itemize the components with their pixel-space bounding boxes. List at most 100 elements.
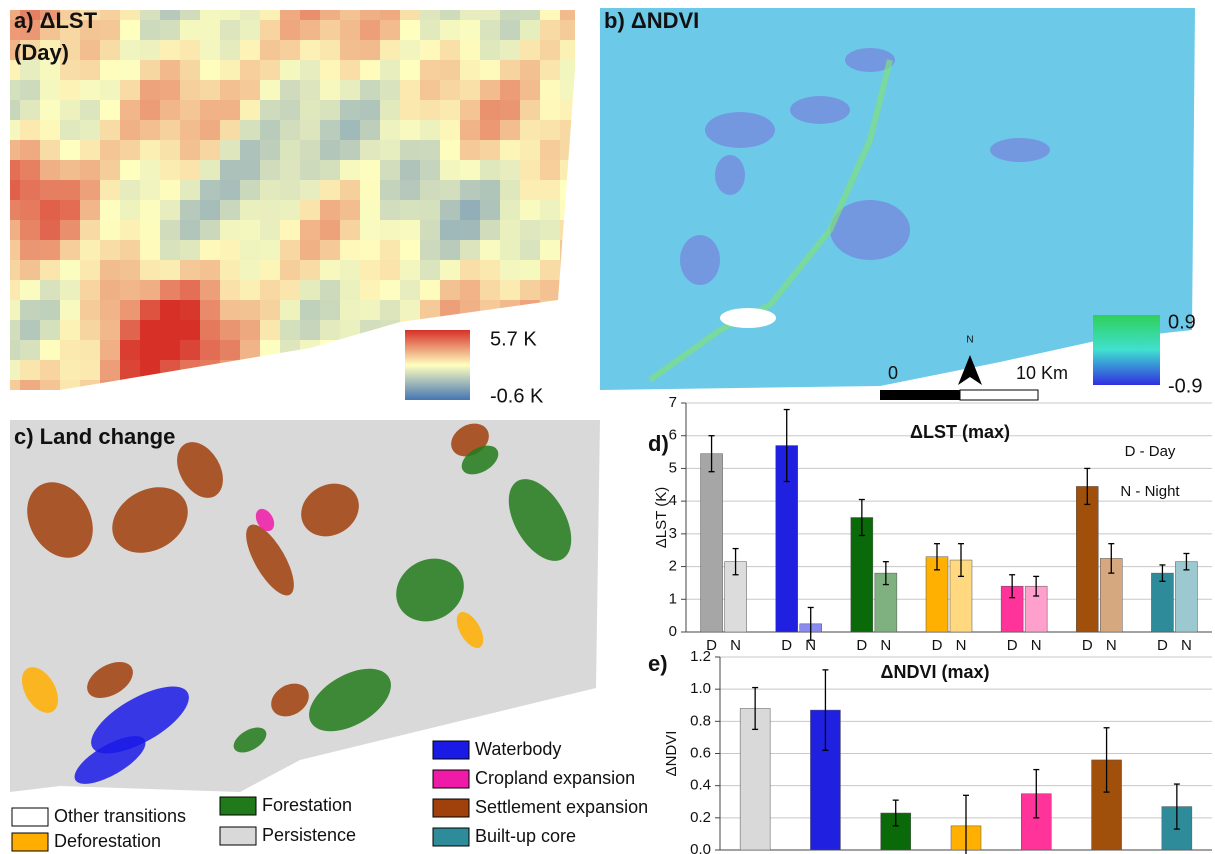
map-cell xyxy=(500,100,520,120)
map-cell xyxy=(340,260,360,280)
map-cell xyxy=(420,40,440,60)
panel-label: a) ΔLST xyxy=(14,8,98,33)
map-cell xyxy=(380,200,400,220)
map-cell xyxy=(180,40,200,60)
map-cell xyxy=(580,300,600,320)
bar xyxy=(1076,486,1098,632)
map-cell xyxy=(580,0,600,20)
map-cell xyxy=(320,380,340,400)
map-cell xyxy=(480,260,500,280)
colorbar-label: 5.7 K xyxy=(490,328,537,350)
map-cell xyxy=(440,20,460,40)
map-cell xyxy=(180,100,200,120)
map-cell xyxy=(120,220,140,240)
map-cell xyxy=(240,360,260,380)
map-cell xyxy=(120,300,140,320)
map-cell xyxy=(360,360,380,380)
map-cell xyxy=(160,260,180,280)
map-cell xyxy=(320,200,340,220)
map-cell xyxy=(580,120,600,140)
map-cell xyxy=(0,200,20,220)
map-cell xyxy=(500,180,520,200)
map-cell xyxy=(0,320,20,340)
map-cell xyxy=(40,220,60,240)
map-cell xyxy=(160,220,180,240)
x-tick-label: N xyxy=(956,637,967,654)
map-cell xyxy=(380,260,400,280)
y-tick-label: 1.0 xyxy=(690,680,711,697)
map-cell xyxy=(540,360,560,380)
map-cell xyxy=(560,260,580,280)
map-cell xyxy=(120,380,140,400)
map-cell xyxy=(500,200,520,220)
map-cell xyxy=(40,360,60,380)
map-cell xyxy=(460,260,480,280)
map-cell xyxy=(320,240,340,260)
map-cell xyxy=(220,380,240,400)
map-cell xyxy=(280,160,300,180)
map-cell xyxy=(120,260,140,280)
scale-bar xyxy=(880,390,960,400)
map-cell xyxy=(540,160,560,180)
map-cell xyxy=(260,280,280,300)
map-cell xyxy=(400,0,420,20)
chart-title: ΔLST (max) xyxy=(910,422,1010,442)
map-cell xyxy=(420,220,440,240)
map-cell xyxy=(40,380,60,400)
map-cell xyxy=(400,60,420,80)
map-cell xyxy=(380,280,400,300)
map-cell xyxy=(380,120,400,140)
map-cell xyxy=(20,120,40,140)
map-cell xyxy=(260,200,280,220)
map-cell xyxy=(20,100,40,120)
map-cell xyxy=(180,60,200,80)
map-cell xyxy=(40,160,60,180)
map-cell xyxy=(100,260,120,280)
map-cell xyxy=(560,40,580,60)
map-cell xyxy=(540,100,560,120)
map-cell xyxy=(540,120,560,140)
map-cell xyxy=(440,120,460,140)
y-tick-label: 6 xyxy=(669,427,677,444)
map-cell xyxy=(80,360,100,380)
map-cell xyxy=(200,300,220,320)
map-cell xyxy=(140,40,160,60)
map-cell xyxy=(340,320,360,340)
map-cell xyxy=(100,300,120,320)
map-cell xyxy=(180,200,200,220)
legend-swatch xyxy=(433,828,469,846)
map-cell xyxy=(580,40,600,60)
map-cell xyxy=(120,0,140,20)
map-cell xyxy=(560,140,580,160)
map-cell xyxy=(300,300,320,320)
map-cell xyxy=(300,160,320,180)
map-cell xyxy=(520,280,540,300)
map-cell xyxy=(420,120,440,140)
x-tick-label: D xyxy=(932,637,943,654)
map-cell xyxy=(460,220,480,240)
map-cell xyxy=(240,180,260,200)
map-cell xyxy=(320,280,340,300)
map-cell xyxy=(320,180,340,200)
y-tick-label: 0.4 xyxy=(690,777,711,794)
map-cell xyxy=(40,300,60,320)
legend-label: Built-up core xyxy=(475,826,576,846)
y-tick-label: 0.8 xyxy=(690,712,711,729)
map-cell xyxy=(0,280,20,300)
map-cell xyxy=(100,220,120,240)
map-cell xyxy=(220,260,240,280)
map-cell xyxy=(580,380,600,400)
map-cell xyxy=(580,100,600,120)
map-cell xyxy=(320,100,340,120)
map-cell xyxy=(240,0,260,20)
map-blob xyxy=(720,308,776,328)
map-cell xyxy=(140,240,160,260)
map-cell xyxy=(220,100,240,120)
map-cell xyxy=(160,120,180,140)
map-cell xyxy=(160,0,180,20)
map-cell xyxy=(120,80,140,100)
map-cell xyxy=(580,220,600,240)
map-cell xyxy=(280,200,300,220)
map-cell xyxy=(300,60,320,80)
map-cell xyxy=(140,180,160,200)
